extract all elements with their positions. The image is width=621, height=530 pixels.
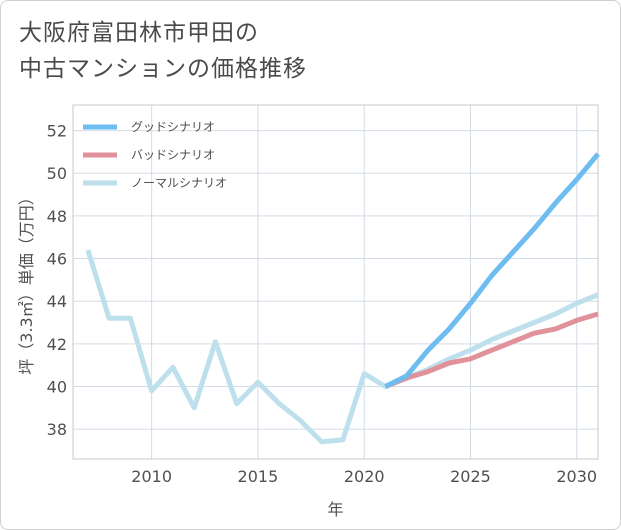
y-axis-title: 坪（3.3㎡）単価（万円） xyxy=(17,189,36,374)
chart-title-line-2: 中古マンションの価格推移 xyxy=(19,56,307,82)
x-tick-label: 2030 xyxy=(556,467,597,486)
series-line-1 xyxy=(384,311,599,389)
legend-label-2: ノーマルシナリオ xyxy=(131,176,227,190)
legend-label-1: バッドシナリオ xyxy=(131,148,215,162)
x-tick-label: 2020 xyxy=(344,467,385,486)
legend-label-0: グッドシナリオ xyxy=(131,120,215,134)
y-tick-label: 38 xyxy=(47,420,67,439)
series-line-0 xyxy=(384,152,600,389)
x-tick-label: 2025 xyxy=(450,467,491,486)
x-axis-title: 年 xyxy=(327,500,343,519)
chart-title-line-1: 大阪府富田林市甲田の xyxy=(19,20,259,46)
y-tick-label: 52 xyxy=(47,122,67,141)
y-tick-label: 42 xyxy=(47,335,67,354)
series-line-2 xyxy=(85,249,599,445)
plot-area-border xyxy=(72,104,599,460)
y-tick-label: 48 xyxy=(47,207,67,226)
y-tick-label: 40 xyxy=(47,377,67,396)
x-tick-label: 2010 xyxy=(131,467,172,486)
y-tick-label: 50 xyxy=(47,164,67,183)
y-tick-label: 44 xyxy=(47,292,67,311)
y-tick-label: 46 xyxy=(47,250,67,269)
x-tick-label: 2015 xyxy=(238,467,279,486)
series-lines xyxy=(85,152,600,445)
chart-title: 大阪府富田林市甲田の 中古マンションの価格推移 xyxy=(19,15,307,87)
x-axis-ticks: 2010 2015 2020 2025 2030 xyxy=(131,467,597,486)
y-axis-ticks: 38 40 42 44 46 48 50 52 xyxy=(47,122,67,440)
